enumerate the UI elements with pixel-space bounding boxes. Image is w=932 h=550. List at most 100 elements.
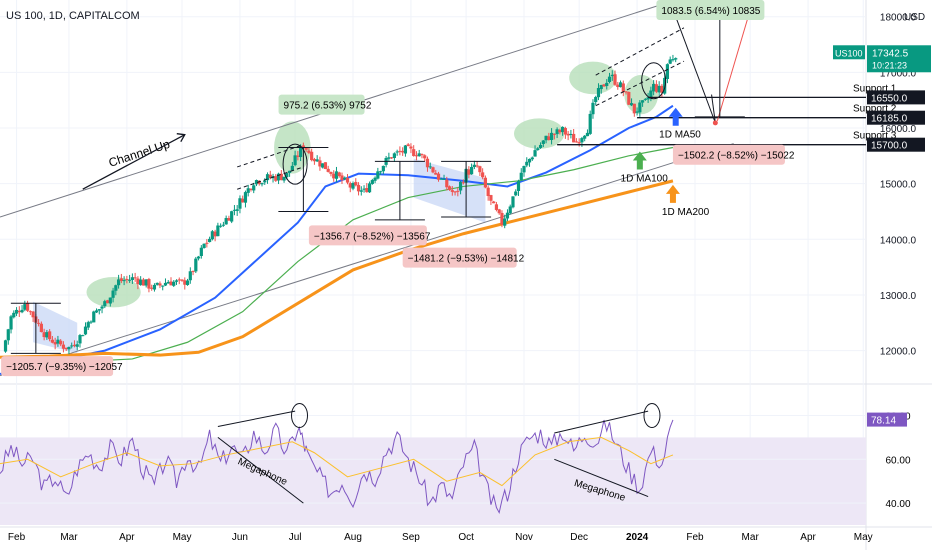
candle-body bbox=[445, 179, 449, 188]
time-axis-tick: Mar bbox=[60, 532, 78, 543]
candle-body bbox=[387, 157, 391, 159]
candle-body bbox=[161, 285, 165, 287]
currency-label: USD bbox=[904, 12, 926, 23]
candle-body bbox=[92, 311, 96, 323]
candle-body bbox=[547, 136, 551, 140]
channel-up-line bbox=[0, 143, 734, 377]
support-price-tag: 16185.0 bbox=[871, 114, 908, 125]
candle-body bbox=[14, 309, 19, 314]
candle-body bbox=[475, 165, 479, 167]
candle-body bbox=[467, 169, 471, 175]
channel-arrow bbox=[82, 134, 186, 190]
candle-body bbox=[434, 172, 438, 175]
candle-body bbox=[37, 322, 41, 324]
candle-body bbox=[144, 279, 148, 286]
candle-body bbox=[202, 243, 206, 248]
candle-body bbox=[588, 113, 592, 134]
candle-body bbox=[100, 306, 104, 309]
candle-body bbox=[155, 282, 159, 285]
candle-body bbox=[519, 172, 523, 181]
candle-body bbox=[450, 190, 454, 192]
candle-body bbox=[591, 102, 595, 115]
candle-body bbox=[436, 173, 441, 180]
rsi-axis-tick: 40.00 bbox=[885, 499, 910, 510]
price-axis-tick: 18000.0 bbox=[880, 13, 917, 24]
candle-body bbox=[166, 281, 170, 284]
wedge-line bbox=[237, 144, 304, 168]
candle-body bbox=[279, 173, 283, 181]
candle-body bbox=[301, 145, 305, 149]
wedge-line bbox=[595, 27, 685, 76]
candle-body bbox=[97, 309, 101, 311]
candle-body bbox=[359, 190, 363, 192]
measurement-label: −1356.7 (−8.52%) −13567 bbox=[314, 231, 431, 242]
candle-body bbox=[599, 84, 603, 90]
candle-body bbox=[105, 300, 110, 304]
candle-body bbox=[232, 209, 237, 211]
candle-body bbox=[78, 335, 82, 344]
candle-body bbox=[230, 211, 234, 222]
candle-body bbox=[376, 171, 380, 179]
candle-body bbox=[351, 183, 355, 189]
chart-header-title: US 100, 1D, CAPITALCOM bbox=[6, 10, 140, 22]
candle-body bbox=[183, 280, 187, 285]
candle-body bbox=[334, 171, 339, 179]
candle-body bbox=[365, 188, 369, 193]
candle-body bbox=[81, 335, 85, 337]
candle-body bbox=[70, 345, 74, 347]
measurement-label: −1481.2 (−9.53%) −14812 bbox=[408, 254, 525, 265]
candle-body bbox=[276, 173, 281, 181]
candle-body bbox=[133, 277, 137, 279]
candle-body bbox=[337, 172, 341, 177]
correction-zone bbox=[33, 301, 78, 354]
megaphone-line bbox=[554, 458, 649, 497]
candle-body bbox=[580, 138, 584, 143]
ma100-label: 1D MA100 bbox=[621, 173, 669, 184]
candle-body bbox=[304, 147, 308, 150]
candle-body bbox=[348, 183, 352, 188]
last-price-bg bbox=[867, 45, 931, 73]
candle-body bbox=[249, 188, 253, 190]
candle-body bbox=[370, 180, 374, 184]
candle-body bbox=[260, 183, 264, 185]
candle-body bbox=[238, 198, 242, 209]
candle-body bbox=[401, 150, 405, 153]
candle-body bbox=[194, 258, 198, 272]
candle-body bbox=[470, 167, 474, 175]
candle-body bbox=[75, 344, 79, 347]
candle-body bbox=[299, 146, 303, 158]
candle-body bbox=[152, 284, 157, 290]
last-price-label: 17342.5 bbox=[872, 48, 909, 59]
candle-body bbox=[332, 173, 336, 179]
candle-body bbox=[412, 149, 416, 156]
candle-body bbox=[196, 256, 201, 259]
ma50-arrow bbox=[668, 107, 683, 126]
candle-body bbox=[646, 97, 650, 100]
time-axis-tick: Apr bbox=[119, 532, 135, 543]
candle-body bbox=[188, 271, 192, 281]
candle-body bbox=[674, 58, 678, 60]
candle-body bbox=[668, 59, 672, 64]
candle-body bbox=[241, 198, 245, 203]
candle-body bbox=[629, 103, 634, 106]
candle-body bbox=[50, 339, 55, 343]
candle-body bbox=[643, 98, 647, 100]
time-axis-tick: Jun bbox=[232, 532, 248, 543]
time-axis-tick: May bbox=[854, 532, 873, 543]
candle-body bbox=[489, 195, 493, 201]
time-axis-tick: Sep bbox=[402, 532, 420, 543]
candle-body bbox=[618, 82, 623, 88]
support-label: Support 1 bbox=[853, 83, 897, 94]
candle-body bbox=[527, 158, 532, 163]
candle-body bbox=[594, 97, 598, 103]
candle-body bbox=[574, 141, 579, 143]
candle-body bbox=[472, 164, 476, 168]
candle-body bbox=[605, 82, 609, 86]
candle-body bbox=[657, 85, 661, 93]
time-axis-tick: Mar bbox=[742, 532, 760, 543]
candle-body bbox=[31, 311, 35, 318]
price-axis-tick: 12000.0 bbox=[880, 347, 917, 358]
candle-body bbox=[514, 191, 518, 196]
candle-body bbox=[555, 129, 559, 135]
